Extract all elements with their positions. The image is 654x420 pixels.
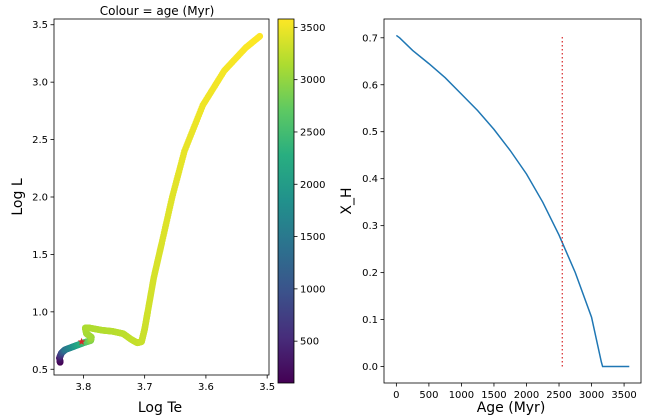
- y-tick-label: 0.4: [362, 174, 378, 185]
- x-tick-label: 3.8: [75, 382, 91, 393]
- xh-plot-frame: [383, 18, 642, 384]
- x-tick-label: 500: [419, 390, 438, 401]
- y-tick-label: 2.0: [32, 193, 48, 204]
- y-tick-label: 0.7: [362, 33, 378, 44]
- xh-y-axis-ticks: 0.0 0.1 0.2 0.3 0.4 0.5 0.6 0.7: [362, 33, 384, 373]
- hr-chart-title: Colour = age (Myr): [100, 4, 215, 18]
- y-tick-label: 0.3: [362, 221, 378, 232]
- x-tick-label: 1500: [481, 390, 506, 401]
- colorbar-ticks: 500 1000 1500 2000 2500 3000 3500: [294, 23, 325, 348]
- x-tick-label: 3500: [611, 390, 636, 401]
- colorbar-tick-label: 2500: [300, 127, 325, 138]
- y-tick-label: 1.5: [32, 250, 48, 261]
- y-tick-label: 0.1: [362, 315, 378, 326]
- y-tick-label: 0.5: [32, 365, 48, 376]
- x-tick-label: 3.6: [198, 382, 214, 393]
- xh-x-axis-ticks: 0 500 1000 1500 2000 2500 3000 3500: [393, 383, 637, 401]
- hr-marker-point: [77, 337, 86, 345]
- x-tick-label: 2500: [546, 390, 571, 401]
- track-point: [256, 32, 264, 40]
- xh-series-line: [395, 34, 630, 368]
- y-tick-label: 3.0: [32, 78, 48, 89]
- xh-x-axis-label: Age (Myr): [477, 400, 546, 416]
- x-tick-label: 3000: [579, 390, 604, 401]
- colorbar-tick-label: 2000: [300, 180, 325, 191]
- x-tick-label: 2000: [514, 390, 539, 401]
- hr-diagram-panel: Colour = age (Myr) 3.8 3.7 3.6 3.5 0.5 1.0 1.…: [10, 4, 275, 416]
- hr-plot-frame: [53, 18, 270, 376]
- y-tick-label: 0.5: [362, 127, 378, 138]
- colorbar-tick-label: 3500: [300, 23, 325, 34]
- colorbar: 500 1000 1500 2000 2500 3000 3500: [277, 18, 325, 384]
- x-tick-label: 0: [393, 390, 399, 401]
- y-tick-label: 3.5: [32, 20, 48, 31]
- hr-y-axis-label: Log L: [10, 178, 26, 215]
- y-tick-label: 1.0: [32, 307, 48, 318]
- x-tick-label: 1000: [449, 390, 474, 401]
- colorbar-tick-label: 1500: [300, 232, 325, 243]
- marker-star: [77, 337, 86, 345]
- hr-track-points: [56, 32, 264, 366]
- xh-age-panel: 0 500 1000 1500 2000 2500 3000 3500 0.00.10.20.…: [339, 18, 642, 416]
- y-tick-label: 0.2: [362, 268, 378, 279]
- y-tick-label: 2.5: [32, 135, 48, 146]
- colorbar-tick-label: 500: [300, 337, 319, 348]
- colorbar-tick-label: 1000: [300, 284, 325, 295]
- hr-y-axis-ticks: 0.5 1.0 1.5 2.0 2.5 3.0 3.5: [32, 20, 54, 376]
- x-tick-label: 3.5: [259, 382, 275, 393]
- y-tick-label: 0.6: [362, 80, 378, 91]
- hr-x-axis-label: Log Te: [138, 400, 182, 416]
- colorbar-tick-label: 3000: [300, 75, 325, 86]
- hr-x-axis-ticks: 3.8 3.7 3.6 3.5: [75, 375, 275, 393]
- y-tick-label: 0.0: [362, 362, 378, 373]
- colorbar-gradient: [277, 18, 295, 384]
- x-tick-label: 3.7: [137, 382, 153, 393]
- xh-y-axis-label: X_H: [339, 187, 355, 214]
